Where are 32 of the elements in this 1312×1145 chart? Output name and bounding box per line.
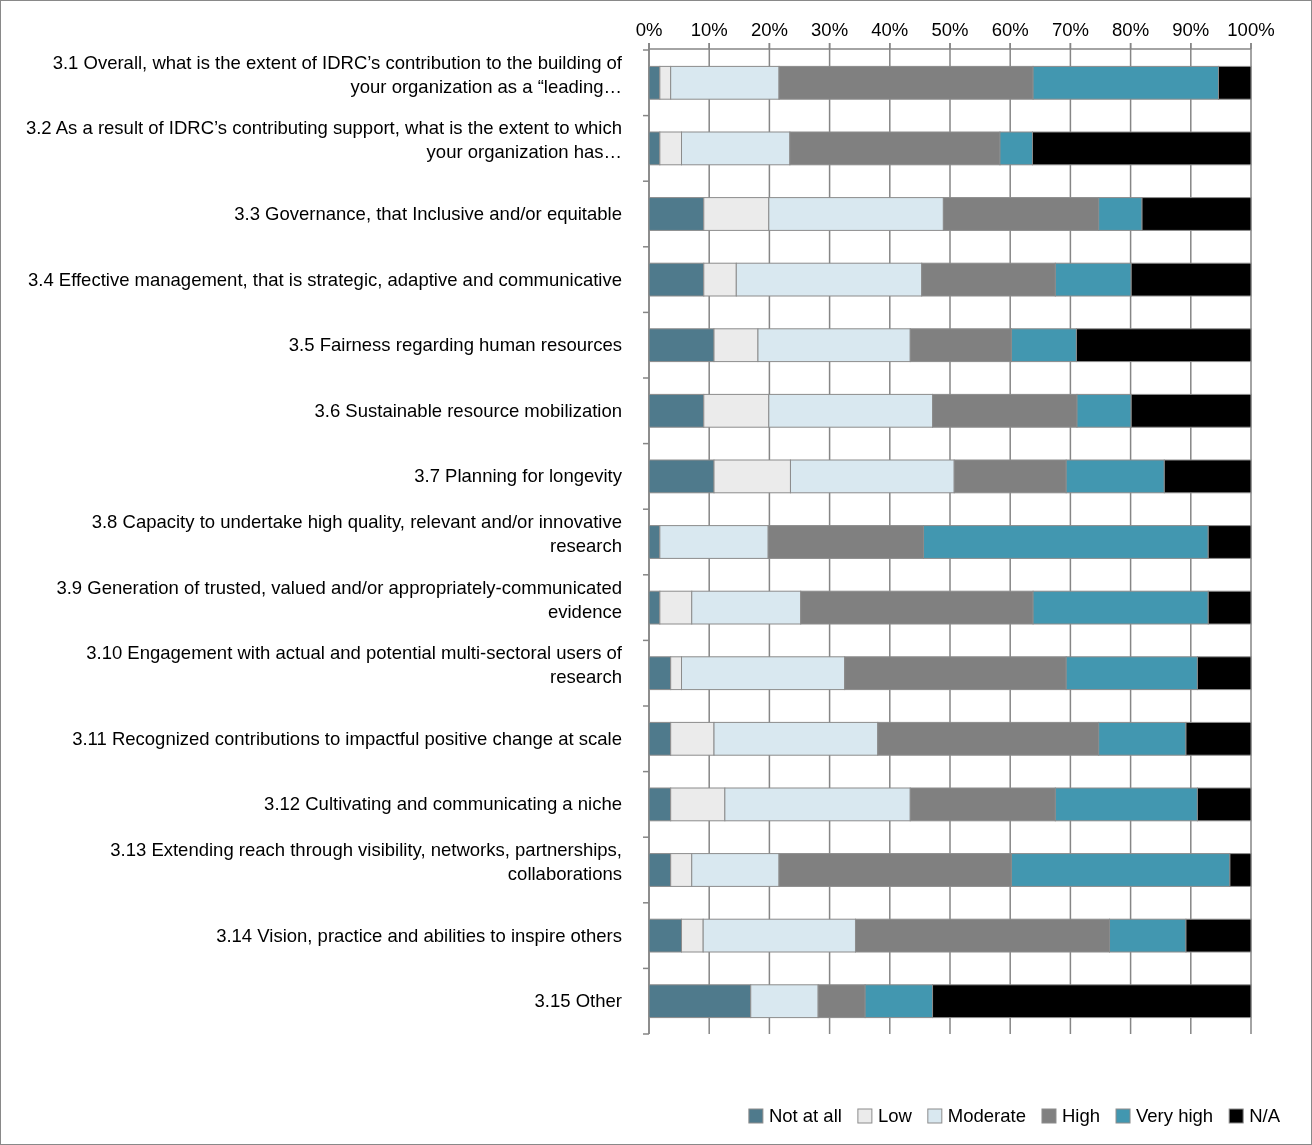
x-tick-label: 40% xyxy=(871,19,909,40)
x-tick-label: 30% xyxy=(811,19,849,40)
y-tick-label: 3.10 Engagement with actual and potential multi-sectoral users of research xyxy=(86,642,623,688)
y-tick-label: 3.11 Recognized contributions to impactful positive change at scale xyxy=(72,727,622,749)
y-tick-label: 3.8 Capacity to undertake high quality, relevant and/or innovative research xyxy=(91,511,622,556)
legend-label: Very high xyxy=(1136,1105,1214,1126)
legend-label: High xyxy=(1061,1105,1101,1126)
y-tick-label: 3.13 Extending reach through visibility, networks, partnerships, collaborations xyxy=(110,839,622,884)
y-tick-label: 3.2 As a result of IDRC’s contributing support, what is the extent to which your organization has… xyxy=(25,117,622,163)
y-tick-label: 3.7 Planning for longevity xyxy=(414,465,623,487)
x-tick-label: 50% xyxy=(931,19,969,40)
x-tick-label: 20% xyxy=(750,19,788,40)
x-tick-label: 60% xyxy=(991,19,1029,40)
y-tick-label: 3.15 Other xyxy=(534,990,622,1012)
y-tick-label: 3.12 Cultivating and communicating a niche xyxy=(264,793,622,815)
x-tick-label: 100% xyxy=(1227,19,1275,40)
x-tick-label: 10% xyxy=(690,19,728,40)
y-tick-label: 3.6 Sustainable resource mobilization xyxy=(314,399,622,421)
legend-label: Low xyxy=(877,1105,913,1126)
legend-label: N/A xyxy=(1249,1105,1281,1126)
x-tick-label: 0% xyxy=(635,19,663,40)
x-tick-label: 90% xyxy=(1172,19,1210,40)
y-tick-label: 3.14 Vision, practice and abilities to inspire others xyxy=(216,924,622,946)
y-tick-label: 3.9 Generation of trusted, valued and/or appropriately-communicated evidence xyxy=(56,576,622,622)
x-tick-label: 70% xyxy=(1051,19,1089,40)
y-tick-label: 3.5 Fairness regarding human resources xyxy=(288,334,622,356)
y-tick-label: 3.3 Governance, that Inclusive and/or equitable xyxy=(234,203,622,224)
legend-label: Not at all xyxy=(768,1105,842,1126)
y-tick-label: 3.4 Effective management, that is strategic, adaptive and communicative xyxy=(27,268,622,290)
legend-label: Moderate xyxy=(947,1105,1026,1126)
y-tick-label: 3.1 Overall, what is the extent of IDRC’s contribution to the building of your organization as a “leading… xyxy=(52,51,623,97)
x-tick-label: 80% xyxy=(1112,19,1150,40)
